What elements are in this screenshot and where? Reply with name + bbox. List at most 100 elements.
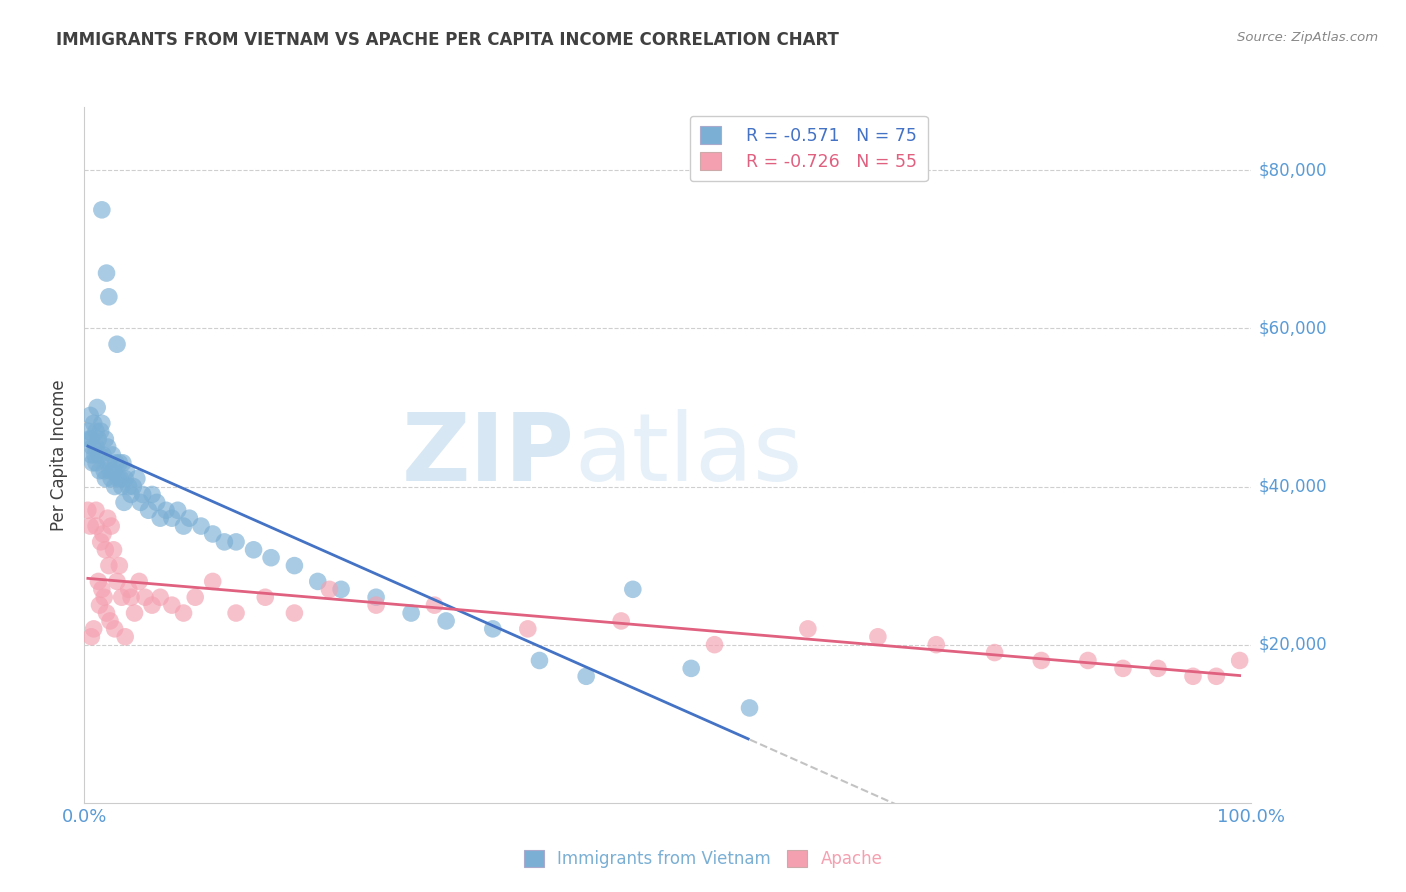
Point: [1031, 653, 1053, 667]
Text: $80,000: $80,000: [1258, 161, 1327, 179]
Point: [201, 527, 224, 541]
Text: $60,000: $60,000: [1258, 319, 1327, 337]
Point: [82, 456, 104, 470]
Point: [179, 511, 201, 525]
Point: [1205, 669, 1227, 683]
Point: [112, 495, 135, 509]
Point: [118, 582, 141, 597]
Point: [100, 472, 122, 486]
Point: [149, 591, 172, 605]
Point: [101, 448, 124, 462]
Point: [96, 606, 118, 620]
Point: [89, 598, 111, 612]
Point: [82, 440, 104, 454]
Point: [104, 456, 127, 470]
Point: [90, 582, 112, 597]
Point: [91, 448, 114, 462]
Legend:   R = -0.571   N = 75,   R = -0.726   N = 55: R = -0.571 N = 75, R = -0.726 N = 55: [690, 116, 928, 181]
Point: [575, 669, 598, 683]
Point: [90, 417, 112, 431]
Point: [173, 606, 195, 620]
Point: [83, 417, 105, 431]
Point: [77, 432, 100, 446]
Point: [89, 448, 111, 462]
Point: [90, 202, 112, 217]
Point: [111, 456, 134, 470]
Point: [983, 646, 1005, 660]
Point: [1147, 661, 1170, 675]
Legend: Immigrants from Vietnam, Apache: Immigrants from Vietnam, Apache: [517, 843, 889, 875]
Point: [260, 550, 283, 565]
Point: [141, 598, 163, 612]
Y-axis label: Per Capita Income: Per Capita Income: [51, 379, 69, 531]
Point: [87, 432, 110, 446]
Point: [105, 574, 128, 589]
Point: [83, 622, 105, 636]
Point: [80, 448, 103, 462]
Point: [160, 511, 183, 525]
Point: [97, 456, 120, 470]
Point: [97, 290, 120, 304]
Point: [621, 582, 644, 597]
Point: [703, 638, 725, 652]
Point: [122, 479, 145, 493]
Point: [214, 535, 236, 549]
Point: [114, 472, 136, 486]
Point: [84, 440, 107, 454]
Point: [76, 424, 98, 438]
Point: [681, 661, 703, 675]
Point: [190, 519, 212, 533]
Text: $20,000: $20,000: [1258, 636, 1327, 654]
Point: [98, 614, 121, 628]
Point: [166, 503, 188, 517]
Point: [738, 701, 761, 715]
Point: [134, 591, 156, 605]
Point: [111, 591, 134, 605]
Point: [76, 503, 98, 517]
Point: [111, 479, 134, 493]
Point: [118, 479, 141, 493]
Point: [94, 472, 117, 486]
Point: [94, 542, 117, 557]
Point: [93, 464, 115, 478]
Point: [283, 606, 305, 620]
Point: [108, 456, 131, 470]
Point: [201, 574, 224, 589]
Point: [90, 535, 112, 549]
Text: ZIP: ZIP: [402, 409, 575, 501]
Point: [83, 448, 105, 462]
Point: [1077, 653, 1099, 667]
Point: [98, 464, 121, 478]
Text: $40,000: $40,000: [1258, 477, 1327, 496]
Point: [110, 472, 132, 486]
Point: [124, 606, 146, 620]
Point: [97, 440, 120, 454]
Point: [925, 638, 948, 652]
Point: [149, 511, 172, 525]
Point: [797, 622, 820, 636]
Point: [173, 519, 195, 533]
Point: [184, 591, 207, 605]
Point: [93, 591, 115, 605]
Point: [114, 630, 136, 644]
Point: [129, 495, 152, 509]
Point: [225, 606, 247, 620]
Point: [105, 337, 128, 351]
Point: [120, 487, 142, 501]
Point: [96, 266, 118, 280]
Point: [97, 511, 120, 525]
Text: IMMIGRANTS FROM VIETNAM VS APACHE PER CAPITA INCOME CORRELATION CHART: IMMIGRANTS FROM VIETNAM VS APACHE PER CA…: [56, 31, 839, 49]
Point: [120, 591, 142, 605]
Point: [307, 574, 329, 589]
Point: [84, 519, 107, 533]
Point: [84, 424, 107, 438]
Point: [79, 409, 101, 423]
Point: [330, 582, 353, 597]
Point: [866, 630, 889, 644]
Point: [103, 464, 125, 478]
Point: [318, 582, 340, 597]
Point: [84, 503, 107, 517]
Text: atlas: atlas: [575, 409, 803, 501]
Point: [610, 614, 633, 628]
Point: [242, 542, 264, 557]
